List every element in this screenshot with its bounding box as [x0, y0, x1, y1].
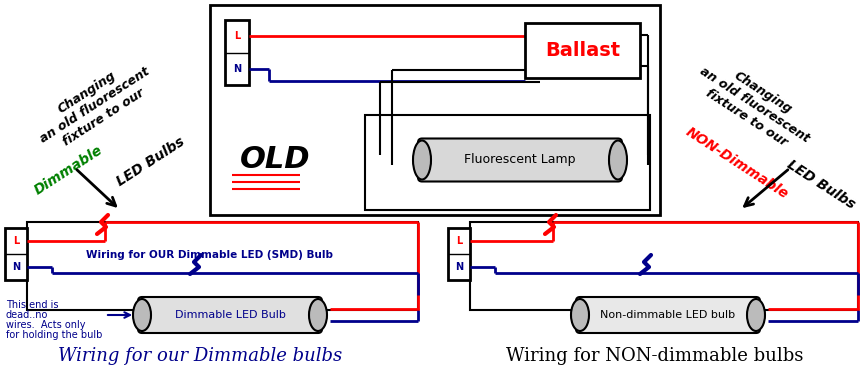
Ellipse shape	[309, 299, 327, 331]
Text: Changing
an old fluorescent
fixture to our: Changing an old fluorescent fixture to o…	[29, 52, 160, 158]
Ellipse shape	[609, 141, 627, 180]
Bar	[525, 23, 640, 78]
Text: LED Bulbs: LED Bulbs	[110, 135, 187, 191]
Text: Non-dimmable LED bulb: Non-dimmable LED bulb	[600, 310, 735, 320]
Text: Dimmable: Dimmable	[31, 143, 105, 197]
Ellipse shape	[747, 299, 765, 331]
Ellipse shape	[133, 299, 151, 331]
Text: N: N	[233, 64, 241, 74]
Text: LED Bulbs: LED Bulbs	[780, 155, 857, 212]
Text: Wiring for OUR Dimmable LED (SMD) Bulb: Wiring for OUR Dimmable LED (SMD) Bulb	[86, 250, 334, 260]
Bar	[448, 228, 470, 280]
Text: Dimmable LED Bulb: Dimmable LED Bulb	[175, 310, 285, 320]
Text: L: L	[456, 236, 462, 246]
Text: wires.  Acts only: wires. Acts only	[6, 320, 86, 330]
Bar	[225, 20, 249, 85]
Text: L: L	[13, 236, 19, 246]
Text: dead..no: dead..no	[6, 310, 48, 320]
Bar	[365, 115, 650, 210]
Text: L: L	[234, 31, 240, 41]
FancyBboxPatch shape	[418, 138, 622, 181]
Text: OLD: OLD	[240, 145, 311, 174]
Bar	[5, 228, 27, 280]
Text: N: N	[12, 262, 20, 272]
Ellipse shape	[571, 299, 589, 331]
Ellipse shape	[413, 141, 431, 180]
FancyBboxPatch shape	[576, 297, 760, 333]
Text: N: N	[455, 262, 463, 272]
Text: This end is: This end is	[6, 300, 59, 310]
FancyBboxPatch shape	[138, 297, 322, 333]
Bar	[470, 222, 858, 310]
Text: Wiring for our Dimmable bulbs: Wiring for our Dimmable bulbs	[58, 347, 343, 365]
Text: for holding the bulb: for holding the bulb	[6, 330, 102, 340]
Bar	[27, 222, 418, 310]
Text: Changing
an old fluorescent
fixture to our: Changing an old fluorescent fixture to o…	[689, 52, 820, 158]
Text: NON-Dimmable: NON-Dimmable	[683, 125, 791, 201]
Text: Fluorescent Lamp: Fluorescent Lamp	[465, 153, 576, 166]
Text: Ballast: Ballast	[545, 41, 620, 60]
Text: Wiring for NON-dimmable bulbs: Wiring for NON-dimmable bulbs	[506, 347, 804, 365]
Bar	[210, 5, 660, 215]
